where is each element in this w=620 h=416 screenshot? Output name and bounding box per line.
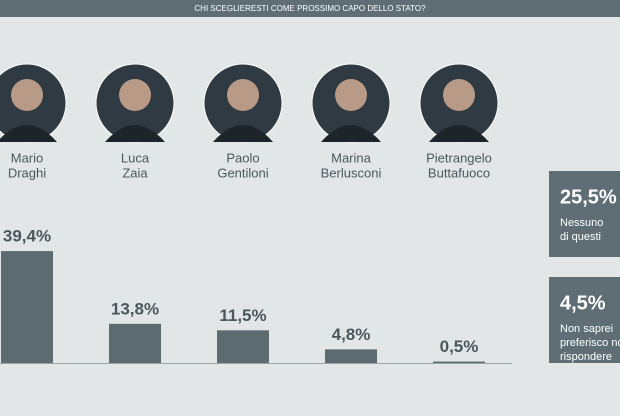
bar [109,323,161,363]
title-banner [0,0,620,17]
category-label: Marina [331,150,372,165]
side-box [549,277,620,363]
category-label: Zaia [122,165,148,180]
value-label: 11,5% [219,306,266,325]
category-label: Buttafuoco [428,165,490,180]
bar [217,330,269,363]
portrait-suit [105,125,165,142]
portrait-suit [429,125,489,142]
portrait-face [335,79,367,111]
portrait-face [443,79,475,111]
portrait-suit [213,125,273,142]
category-label: Luca [121,150,150,165]
portrait-face [11,79,43,111]
value-label: 39,4% [3,227,51,246]
portrait-suit [0,125,57,142]
portrait-suit [321,125,381,142]
category-label: Paolo [226,150,259,165]
bar [433,361,485,363]
category-label: Mario [11,150,44,165]
side-box [549,171,620,257]
side-box-label: preferisco non [560,337,620,349]
side-box-value: 4,5% [560,292,606,314]
side-box-label: rispondere [560,351,612,363]
value-label: 4,8% [332,325,371,344]
portrait-face [119,79,151,111]
value-label: 0,5% [440,337,479,356]
side-box-label: di questi [560,231,601,243]
portrait-face [227,79,259,111]
value-label: 13,8% [111,299,159,318]
category-label: Pietrangelo [426,150,492,165]
side-box-value: 25,5% [560,186,617,208]
category-label: Berlusconi [321,165,382,180]
chart-title: CHI SCEGLIERESTI COME PROSSIMO CAPO DELL… [194,4,426,13]
bar [325,349,377,363]
side-box-label: Nessuno [560,217,603,229]
category-label: Gentiloni [217,165,268,180]
side-box-label: Non saprei [560,323,613,335]
bar [1,251,53,363]
category-label: Draghi [8,165,46,180]
